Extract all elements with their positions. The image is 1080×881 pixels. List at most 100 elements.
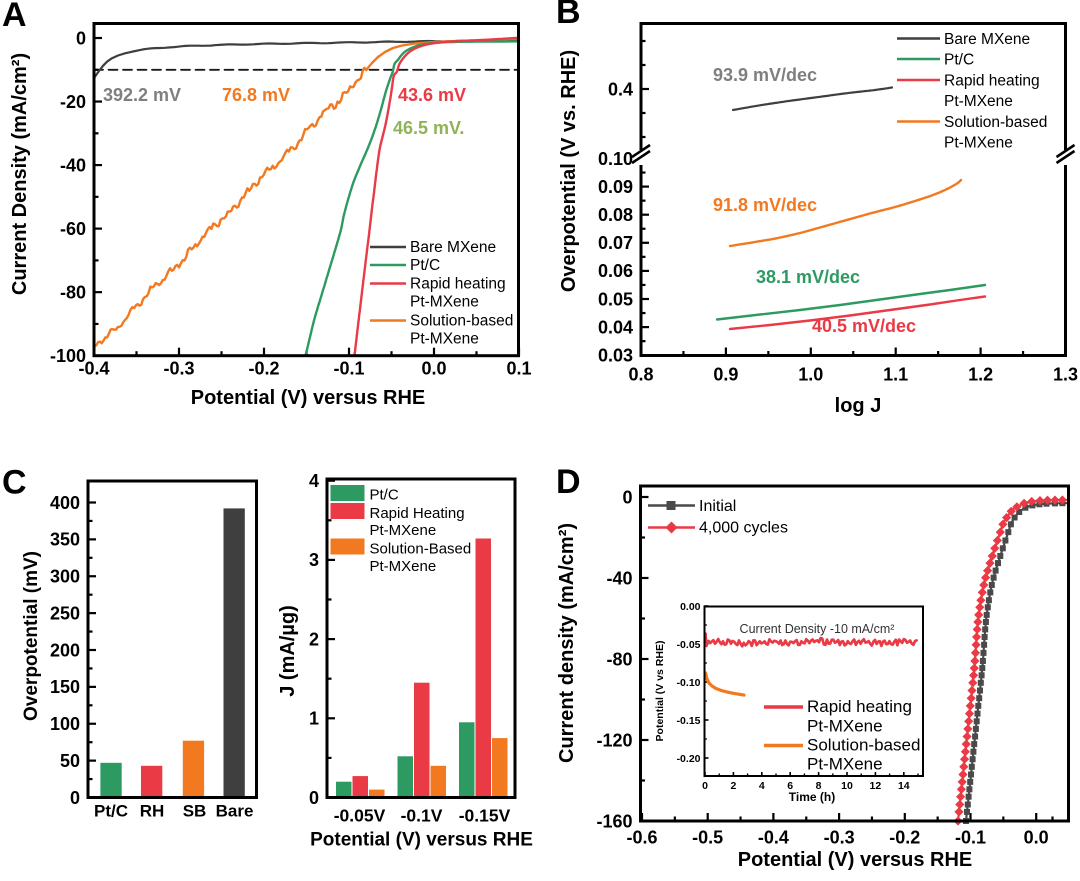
svg-text:1.1: 1.1	[883, 365, 908, 385]
svg-text:50: 50	[60, 751, 80, 771]
svg-text:Pt-MXene: Pt-MXene	[410, 331, 479, 348]
svg-text:B: B	[556, 0, 581, 31]
svg-text:Pt-MXene: Pt-MXene	[370, 522, 437, 539]
svg-text:-160: -160	[596, 811, 632, 831]
svg-text:Pt/C: Pt/C	[410, 257, 440, 274]
svg-text:Pt/C: Pt/C	[944, 52, 974, 69]
svg-text:0.05: 0.05	[598, 289, 633, 309]
svg-text:-0.10: -0.10	[677, 677, 701, 689]
svg-text:0.00: 0.00	[680, 601, 701, 613]
svg-text:0.8: 0.8	[628, 365, 653, 385]
svg-text:-0.3: -0.3	[163, 359, 194, 379]
svg-text:Initial: Initial	[699, 498, 736, 515]
svg-text:Potential (V vs RHE): Potential (V vs RHE)	[654, 641, 666, 742]
svg-text:0.08: 0.08	[598, 205, 633, 225]
svg-text:Rapid heating: Rapid heating	[807, 697, 912, 716]
svg-text:200: 200	[50, 640, 80, 660]
svg-text:6: 6	[787, 780, 793, 792]
svg-text:-0.1: -0.1	[333, 359, 364, 379]
svg-text:J (mA/µg): J (mA/µg)	[277, 605, 299, 697]
svg-text:-0.15: -0.15	[677, 715, 701, 727]
svg-text:0: 0	[76, 28, 86, 48]
svg-text:1.3: 1.3	[1053, 365, 1078, 385]
svg-text:-0.1: -0.1	[955, 828, 986, 848]
svg-text:300: 300	[50, 567, 80, 587]
svg-text:-80: -80	[60, 282, 86, 302]
svg-text:0.1: 0.1	[506, 359, 531, 379]
svg-text:Current Density -10 mA/cm²: Current Density -10 mA/cm²	[740, 622, 895, 636]
svg-text:0.07: 0.07	[598, 233, 633, 253]
svg-text:D: D	[556, 463, 581, 501]
svg-text:-0.4: -0.4	[758, 828, 789, 848]
svg-text:2: 2	[309, 629, 319, 649]
svg-text:Pt-MXene: Pt-MXene	[944, 135, 1013, 152]
svg-text:1: 1	[309, 709, 319, 729]
svg-text:log J: log J	[835, 395, 882, 417]
svg-text:Time (h): Time (h)	[789, 790, 835, 804]
svg-text:Solution-based: Solution-based	[410, 313, 513, 330]
svg-text:4: 4	[759, 780, 765, 792]
svg-text:3: 3	[309, 550, 319, 570]
svg-text:-0.2: -0.2	[889, 828, 920, 848]
svg-text:0.06: 0.06	[598, 261, 633, 281]
svg-text:0.09: 0.09	[598, 177, 633, 197]
svg-text:Pt-MXene: Pt-MXene	[807, 755, 883, 774]
svg-text:-0.3: -0.3	[824, 828, 855, 848]
svg-text:Potential (V) versus RHE: Potential (V) versus RHE	[738, 849, 973, 871]
svg-text:400: 400	[50, 493, 80, 513]
svg-text:-0.05: -0.05	[677, 639, 701, 651]
svg-text:-0.4: -0.4	[78, 359, 109, 379]
svg-text:-0.05V: -0.05V	[334, 806, 386, 826]
svg-text:Current density (mA/cm²): Current density (mA/cm²)	[556, 523, 578, 763]
svg-text:40.5 mV/dec: 40.5 mV/dec	[812, 316, 916, 336]
svg-text:0: 0	[622, 487, 632, 507]
svg-text:-0.15V: -0.15V	[459, 806, 511, 826]
svg-text:Rapid heating: Rapid heating	[944, 73, 1040, 90]
svg-text:-120: -120	[596, 730, 632, 750]
svg-text:-40: -40	[606, 568, 632, 588]
svg-text:Bare MXene: Bare MXene	[944, 31, 1030, 48]
svg-text:250: 250	[50, 603, 80, 623]
svg-text:43.6 mV: 43.6 mV	[398, 85, 466, 105]
svg-text:46.5 mV.: 46.5 mV.	[393, 118, 464, 138]
svg-text:0: 0	[309, 788, 319, 808]
svg-text:SB: SB	[183, 802, 207, 821]
svg-text:-40: -40	[60, 155, 86, 175]
svg-text:-20: -20	[60, 92, 86, 112]
svg-text:8: 8	[816, 780, 822, 792]
svg-text:1.2: 1.2	[968, 365, 993, 385]
svg-text:4,000 cycles: 4,000 cycles	[699, 520, 788, 537]
svg-text:2: 2	[730, 780, 736, 792]
svg-text:Pt/C: Pt/C	[370, 487, 399, 504]
svg-text:150: 150	[50, 677, 80, 697]
svg-text:0.9: 0.9	[713, 365, 738, 385]
svg-text:Potential (V) versus RHE: Potential (V) versus RHE	[310, 830, 533, 851]
svg-text:Solution-Based: Solution-Based	[370, 541, 472, 558]
svg-text:Overpotential (V vs. RHE): Overpotential (V vs. RHE)	[558, 50, 580, 292]
svg-text:38.1 mV/dec: 38.1 mV/dec	[756, 267, 860, 287]
svg-text:Pt/C: Pt/C	[94, 802, 128, 821]
svg-text:0.0: 0.0	[421, 359, 446, 379]
svg-text:-0.2: -0.2	[248, 359, 279, 379]
svg-text:0.0: 0.0	[1024, 828, 1049, 848]
svg-text:0.04: 0.04	[598, 317, 633, 337]
svg-text:Overpotential (mV): Overpotential (mV)	[21, 551, 42, 721]
svg-text:A: A	[2, 0, 27, 34]
svg-text:0.10: 0.10	[598, 149, 633, 169]
svg-text:RH: RH	[140, 802, 165, 821]
svg-text:392.2 mV: 392.2 mV	[103, 85, 181, 105]
svg-text:C: C	[2, 464, 27, 502]
svg-text:-80: -80	[606, 649, 632, 669]
svg-text:1.0: 1.0	[798, 365, 823, 385]
svg-text:0: 0	[702, 780, 708, 792]
svg-text:-60: -60	[60, 219, 86, 239]
svg-text:Solution-based: Solution-based	[944, 114, 1047, 131]
svg-text:Potential (V) versus RHE: Potential (V) versus RHE	[191, 387, 426, 409]
svg-text:-0.6: -0.6	[626, 828, 657, 848]
svg-text:-0.20: -0.20	[677, 753, 701, 765]
svg-text:Pt-MXene: Pt-MXene	[944, 93, 1013, 110]
svg-text:Rapid Heating: Rapid Heating	[370, 505, 465, 522]
svg-text:Rapid heating: Rapid heating	[410, 276, 506, 293]
svg-text:93.9 mV/dec: 93.9 mV/dec	[713, 65, 817, 85]
svg-text:100: 100	[50, 714, 80, 734]
